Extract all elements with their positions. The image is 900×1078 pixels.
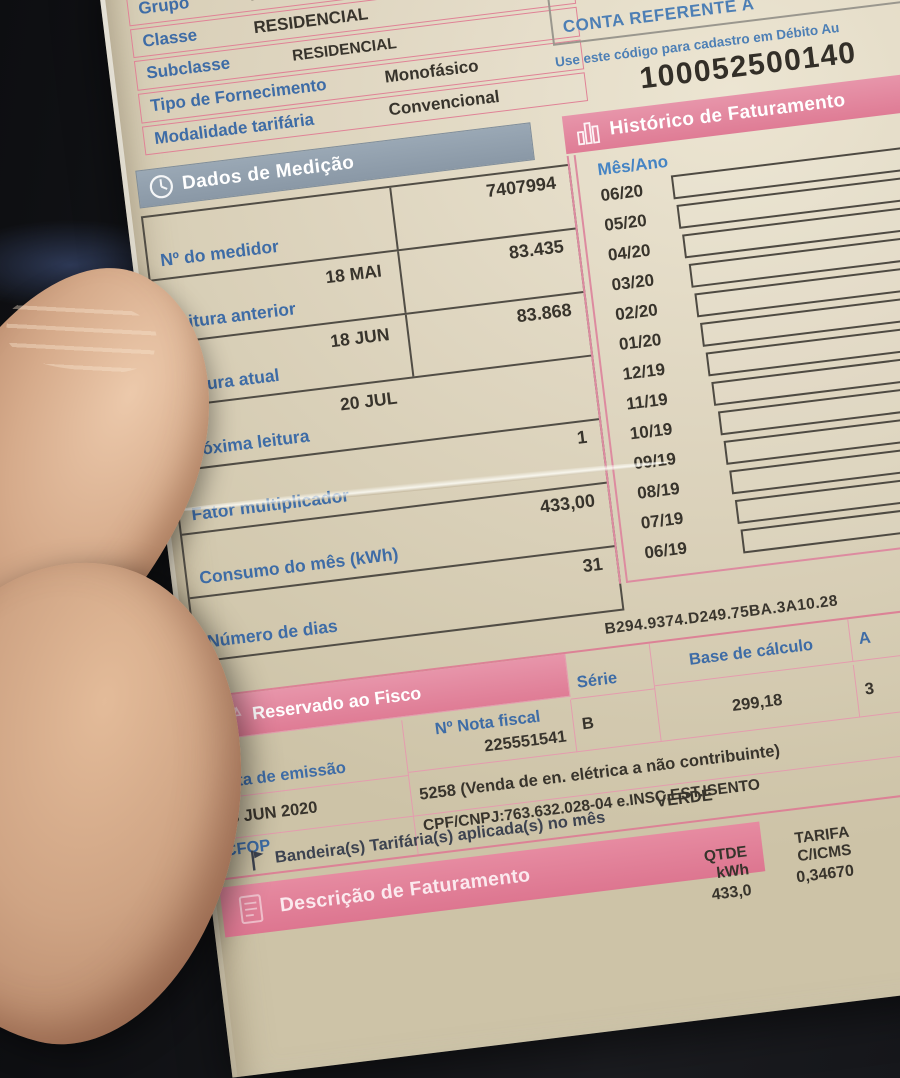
month-year-label: 01/20 <box>617 329 663 355</box>
flag-icon <box>250 850 264 871</box>
month-year-label: 06/20 <box>599 181 645 206</box>
month-year-label: 11/19 <box>625 389 669 414</box>
historico-body: Mês/Ano 06/20 05/20 04/20 03/20 02/20 01… <box>566 106 900 584</box>
medidor-label: Nº do medidor <box>159 235 280 271</box>
base-calculo-header: Base de cálculo <box>687 635 814 669</box>
dados-medicao-header: Dados de Medição <box>135 122 535 209</box>
qtde-column: QTDE kWh 433,0 <box>658 843 753 918</box>
meter-clock-icon <box>149 175 173 199</box>
historico-header: Histórico de Faturamento <box>561 66 900 155</box>
month-year-label: 06/19 <box>643 538 689 563</box>
month-year-label: 09/19 <box>633 446 699 474</box>
classe-value: RESIDENCIAL <box>252 3 370 37</box>
aliquota-header: A <box>857 628 872 648</box>
month-year-label: 07/19 <box>639 508 685 533</box>
base-icms-column: BASE ICMS 150,12 147,91 <box>863 804 900 892</box>
medidor-value: 7407994 <box>485 172 558 202</box>
reservado-fisco-title: Reservado ao Fisco <box>250 682 423 723</box>
month-year-label: 04/20 <box>606 240 652 265</box>
bandeira-tarifaria-row: Bandeira(s) Tarifária(s) aplicada(s) no … <box>249 806 607 871</box>
descricao-faturamento-title: Descrição de Faturamento <box>278 863 532 917</box>
proxima-leitura-date: 20 JUL <box>338 387 399 415</box>
medicao-table: 7407994 Nº do medidor 83.435 18 MAI Leit… <box>140 163 625 664</box>
leitura-atual-date: 18 JUN <box>329 324 391 352</box>
modalidade-value: Convencional <box>387 86 501 120</box>
month-year-label: 10/19 <box>628 419 674 444</box>
subclasse-label: Subclasse <box>145 53 232 83</box>
numero-dias-value: 31 <box>581 553 604 577</box>
historico-rows: Mês/Ano 06/20 05/20 04/20 03/20 02/20 01… <box>573 106 900 583</box>
electric-bill-paper: Grupo B Classe RESIDENCIAL Subclasse RES… <box>96 0 900 1078</box>
leitura-anterior-value: 83.435 <box>507 236 565 263</box>
month-year-label: 03/20 <box>610 270 656 295</box>
leitura-atual-value: 83.868 <box>515 299 573 327</box>
historico-faturamento-section: Histórico de Faturamento Mês/Ano 06/20 0… <box>561 66 900 584</box>
dados-medicao-title: Dados de Medição <box>180 152 356 195</box>
base-calculo-value: 299,18 <box>731 690 784 715</box>
serie-value: B <box>580 713 595 733</box>
numero-dias-label: Número de dias <box>205 615 339 652</box>
tipo-fornecimento-value: Monofásico <box>383 56 480 87</box>
fator-multiplicador-value: 1 <box>575 426 589 448</box>
dados-medicao-section: Dados de Medição 7407994 Nº do medidor 8… <box>135 118 625 664</box>
aliquota-value: 3 <box>863 679 876 699</box>
conta-referente-title: CONTA REFERENTE A <box>561 0 756 37</box>
subclasse-value: RESIDENCIAL <box>291 35 398 66</box>
consumo-mes-value: 433,00 <box>538 490 597 517</box>
month-year-label: 05/20 <box>603 210 648 235</box>
month-year-label: 08/19 <box>636 478 681 503</box>
serie-header: Série <box>575 668 619 692</box>
grupo-value: B <box>249 0 264 5</box>
classe-label: Classe <box>141 24 199 51</box>
month-year-label: 12/19 <box>621 359 667 384</box>
leitura-anterior-date: 18 MAI <box>324 260 383 288</box>
month-year-label: 02/20 <box>614 300 659 325</box>
bar-chart-icon <box>576 122 601 146</box>
tarifa-column: TARIFA C/ICMS 0,34670 <box>761 824 857 906</box>
